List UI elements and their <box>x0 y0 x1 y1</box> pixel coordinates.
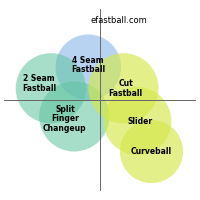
Text: 2 Seam
Fastball: 2 Seam Fastball <box>22 74 56 93</box>
Circle shape <box>120 120 183 183</box>
Circle shape <box>88 53 159 123</box>
Text: Cut
Fastball: Cut Fastball <box>109 79 143 98</box>
Text: 4 Seam
Fastball: 4 Seam Fastball <box>71 56 105 74</box>
Circle shape <box>39 81 109 152</box>
Text: Split
Finger
Changeup: Split Finger Changeup <box>43 105 87 133</box>
Text: Curveball: Curveball <box>131 147 172 156</box>
Circle shape <box>16 53 86 123</box>
Circle shape <box>56 34 121 100</box>
Circle shape <box>104 87 171 155</box>
Text: Slider: Slider <box>127 117 152 126</box>
Text: efastball.com: efastball.com <box>91 16 148 25</box>
